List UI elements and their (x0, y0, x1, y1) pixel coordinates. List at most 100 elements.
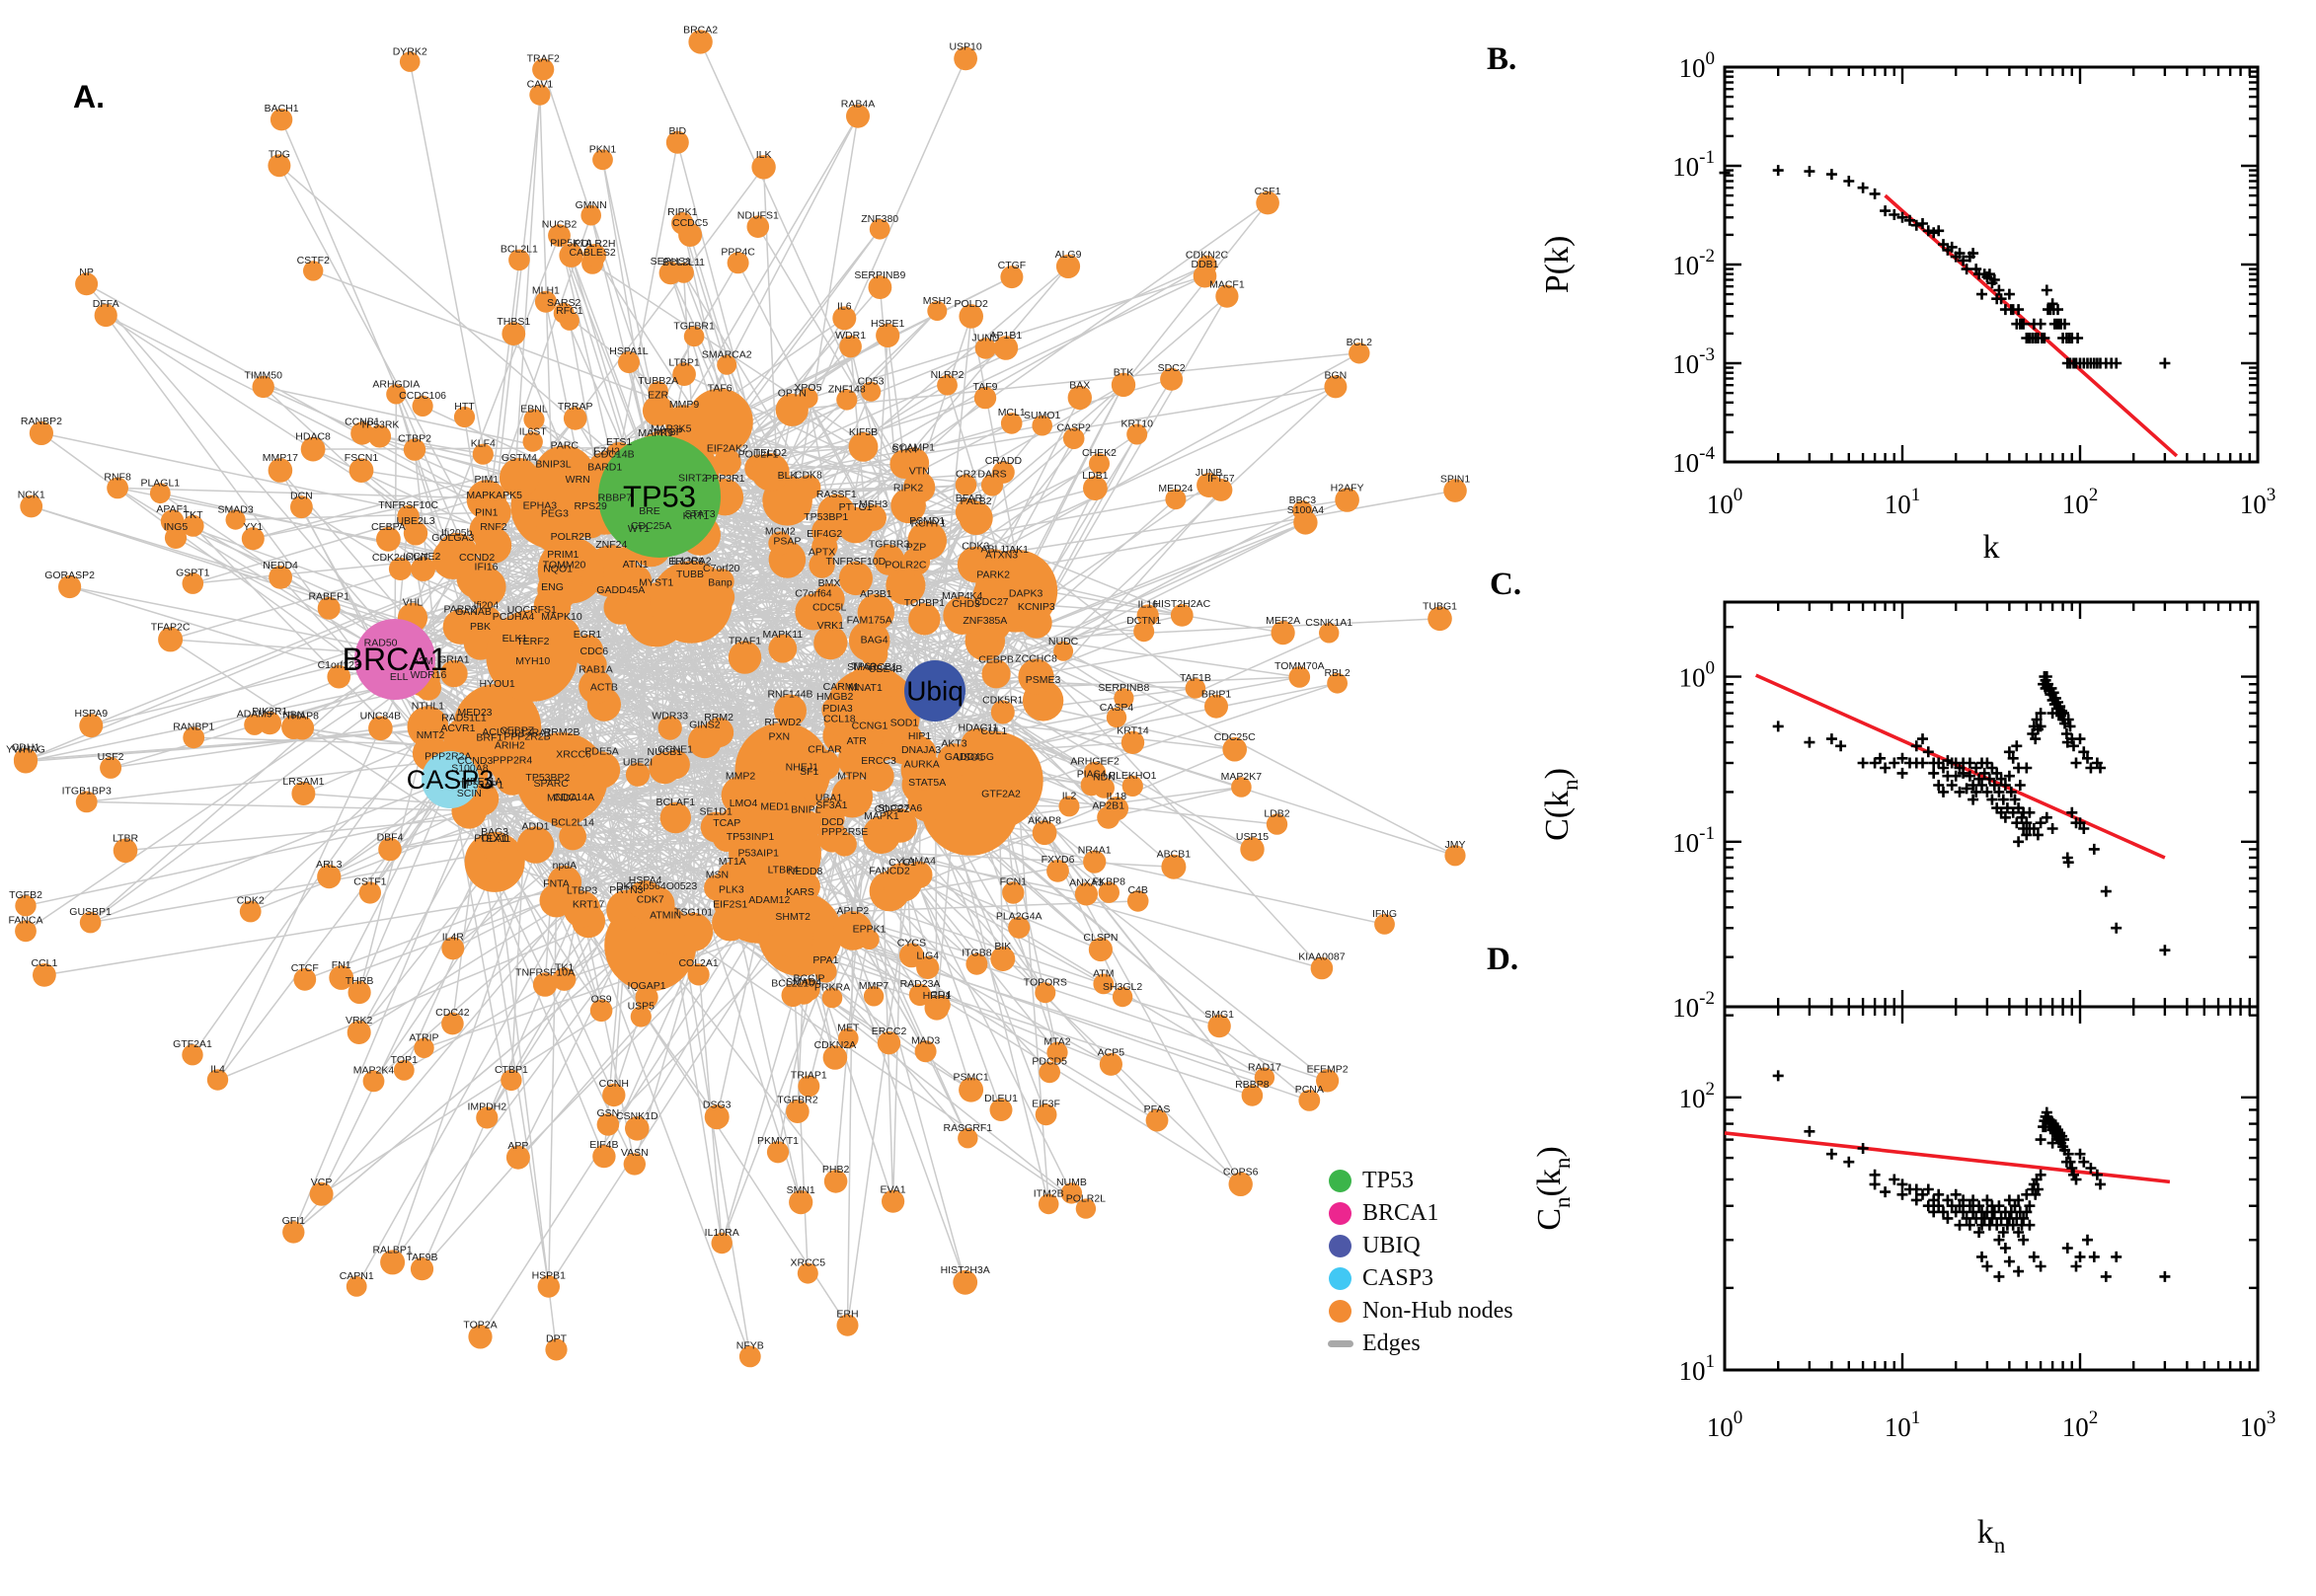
node-label: CDC5L (812, 602, 847, 614)
node-label: VHL (403, 597, 424, 609)
node-label: POLR2L (1066, 1192, 1106, 1204)
node-label: IL18 (1107, 791, 1127, 802)
legend-item-ubiq: UBIQ (1329, 1230, 1513, 1262)
node-label: GADD45A (596, 584, 645, 596)
node-label: MNDA (547, 792, 578, 803)
plot-box (1725, 1007, 2258, 1370)
node-label: NEDD4 (263, 560, 298, 571)
node-label: CUL1 (980, 725, 1007, 737)
node-label: CD53 (858, 376, 885, 388)
tick-label: 101 (1679, 1351, 1716, 1386)
node-label: BMX (818, 577, 841, 589)
node-label: AKT3 (941, 737, 966, 749)
node-label: AP1B1 (990, 330, 1023, 342)
node-label: RFWD2 (764, 717, 801, 728)
node-label: EVA1 (881, 1184, 906, 1196)
node-label: CSF1 (1255, 186, 1281, 197)
legend-item-edges: Edges (1329, 1328, 1513, 1360)
tick-label: 102 (2062, 485, 2099, 519)
node-label: DDB1 (1191, 259, 1218, 270)
node-label: IQGAP1 (628, 980, 666, 992)
node-label: IMPDH2 (467, 1101, 506, 1112)
node-label: EIF3F (1032, 1099, 1060, 1110)
node-label: LRSAM1 (282, 776, 324, 788)
data-points (1773, 671, 2171, 955)
node-label: USO1 (956, 751, 984, 763)
node-label: TUBB2A (638, 375, 678, 387)
node-label: GSPT1 (176, 567, 210, 578)
node-label: CAPN1 (340, 1270, 374, 1282)
node-label: LTBP3 (567, 885, 597, 897)
node-label: MAP2K7 (1221, 771, 1263, 783)
tick-label: 102 (2062, 1407, 2099, 1442)
node-label: ABCB1 (1157, 849, 1192, 861)
node-label: GUSBP1 (69, 906, 112, 918)
node-label: MTA2 (1043, 1036, 1070, 1048)
node-label: NR4A1 (1078, 844, 1112, 856)
node-label: BACH1 (265, 103, 299, 114)
node-label: PSMC1 (954, 1072, 989, 1084)
node-label: LTBP4 (768, 865, 799, 876)
node-label: PXN (769, 731, 791, 743)
node-label: DBF4 (377, 832, 404, 844)
node-label: IL13RA2 (671, 556, 712, 568)
node-label: SEPHS1 (651, 256, 692, 267)
node-label: EIF4B (589, 1139, 618, 1151)
node-label: KRT17 (573, 898, 605, 910)
legend-label: TP53 (1362, 1168, 1414, 1194)
node-label: DPT (546, 1332, 568, 1344)
data-points (1720, 165, 2171, 368)
node-label: HYOU1 (480, 678, 515, 690)
node-label: STK4 (891, 443, 917, 455)
node-label: TDG (269, 148, 290, 160)
edge-swatch-icon (1328, 1340, 1353, 1347)
node-swatch-icon (1329, 1235, 1351, 1257)
node-label: PIM1 (475, 474, 500, 486)
node-label: DLEU1 (984, 1093, 1018, 1104)
legend-label: BRCA1 (1362, 1200, 1438, 1227)
node-label: CDH1 (12, 742, 40, 754)
node-label: GFI1 (282, 1215, 305, 1227)
node-label: CDK2 (237, 895, 265, 907)
node-label: SMAD3 (218, 504, 254, 516)
node-label: CDKN2A (814, 1039, 857, 1051)
node-label: DSG3 (703, 1099, 732, 1110)
node-label: ILK (756, 149, 772, 161)
node-label: TP53BP1 (804, 511, 848, 523)
node-label: TEX11 (480, 833, 510, 845)
node-label: NP (79, 266, 94, 278)
node-label: SHMT2 (775, 911, 811, 923)
node-label: IFNG (1372, 908, 1397, 920)
node-label: CLSPN (1083, 932, 1118, 944)
tick-label: 103 (2240, 1407, 2277, 1442)
network-node-labels: TP53RKKIAA0087THAP8CDC14BCDC14AARL3TAF9B… (6, 24, 1470, 1351)
node-label: ATR (847, 735, 868, 747)
node-label: RASSF1 (816, 489, 857, 500)
node-label: USP5 (628, 1000, 656, 1012)
node-label: ITGB1BP3 (62, 786, 112, 798)
node-label: UQCRFS1 (507, 604, 557, 616)
node-label: HIST2H2AC (1153, 598, 1210, 610)
node-label: ENG (541, 581, 564, 593)
node-label: MLH1 (532, 285, 560, 297)
node-label: TOPBP1 (904, 597, 945, 609)
node-label: BCLAF1 (656, 797, 695, 808)
node-label: BCL2L14 (551, 817, 594, 829)
node-label: HRH1 (923, 990, 952, 1002)
node-label: KIAA0087 (1298, 951, 1345, 963)
node-label: ATN1 (623, 559, 649, 570)
node-label: TP53INP1 (727, 831, 775, 843)
axis-label: k (1983, 529, 2000, 566)
node-label: JMY (1445, 839, 1466, 851)
hub-label-tp53: TP53 (623, 480, 696, 514)
node-label: APP (507, 1140, 528, 1152)
node-label: CDC42 (435, 1007, 470, 1019)
node-label: KRT10 (1120, 418, 1153, 430)
node-label: PHB2 (822, 1164, 850, 1176)
node-label: POLR2B (551, 531, 591, 543)
node-label: MAPK11 (762, 629, 803, 641)
node-label: TNFRSF10D (826, 556, 887, 568)
node-label: DAPK3 (1009, 588, 1043, 600)
